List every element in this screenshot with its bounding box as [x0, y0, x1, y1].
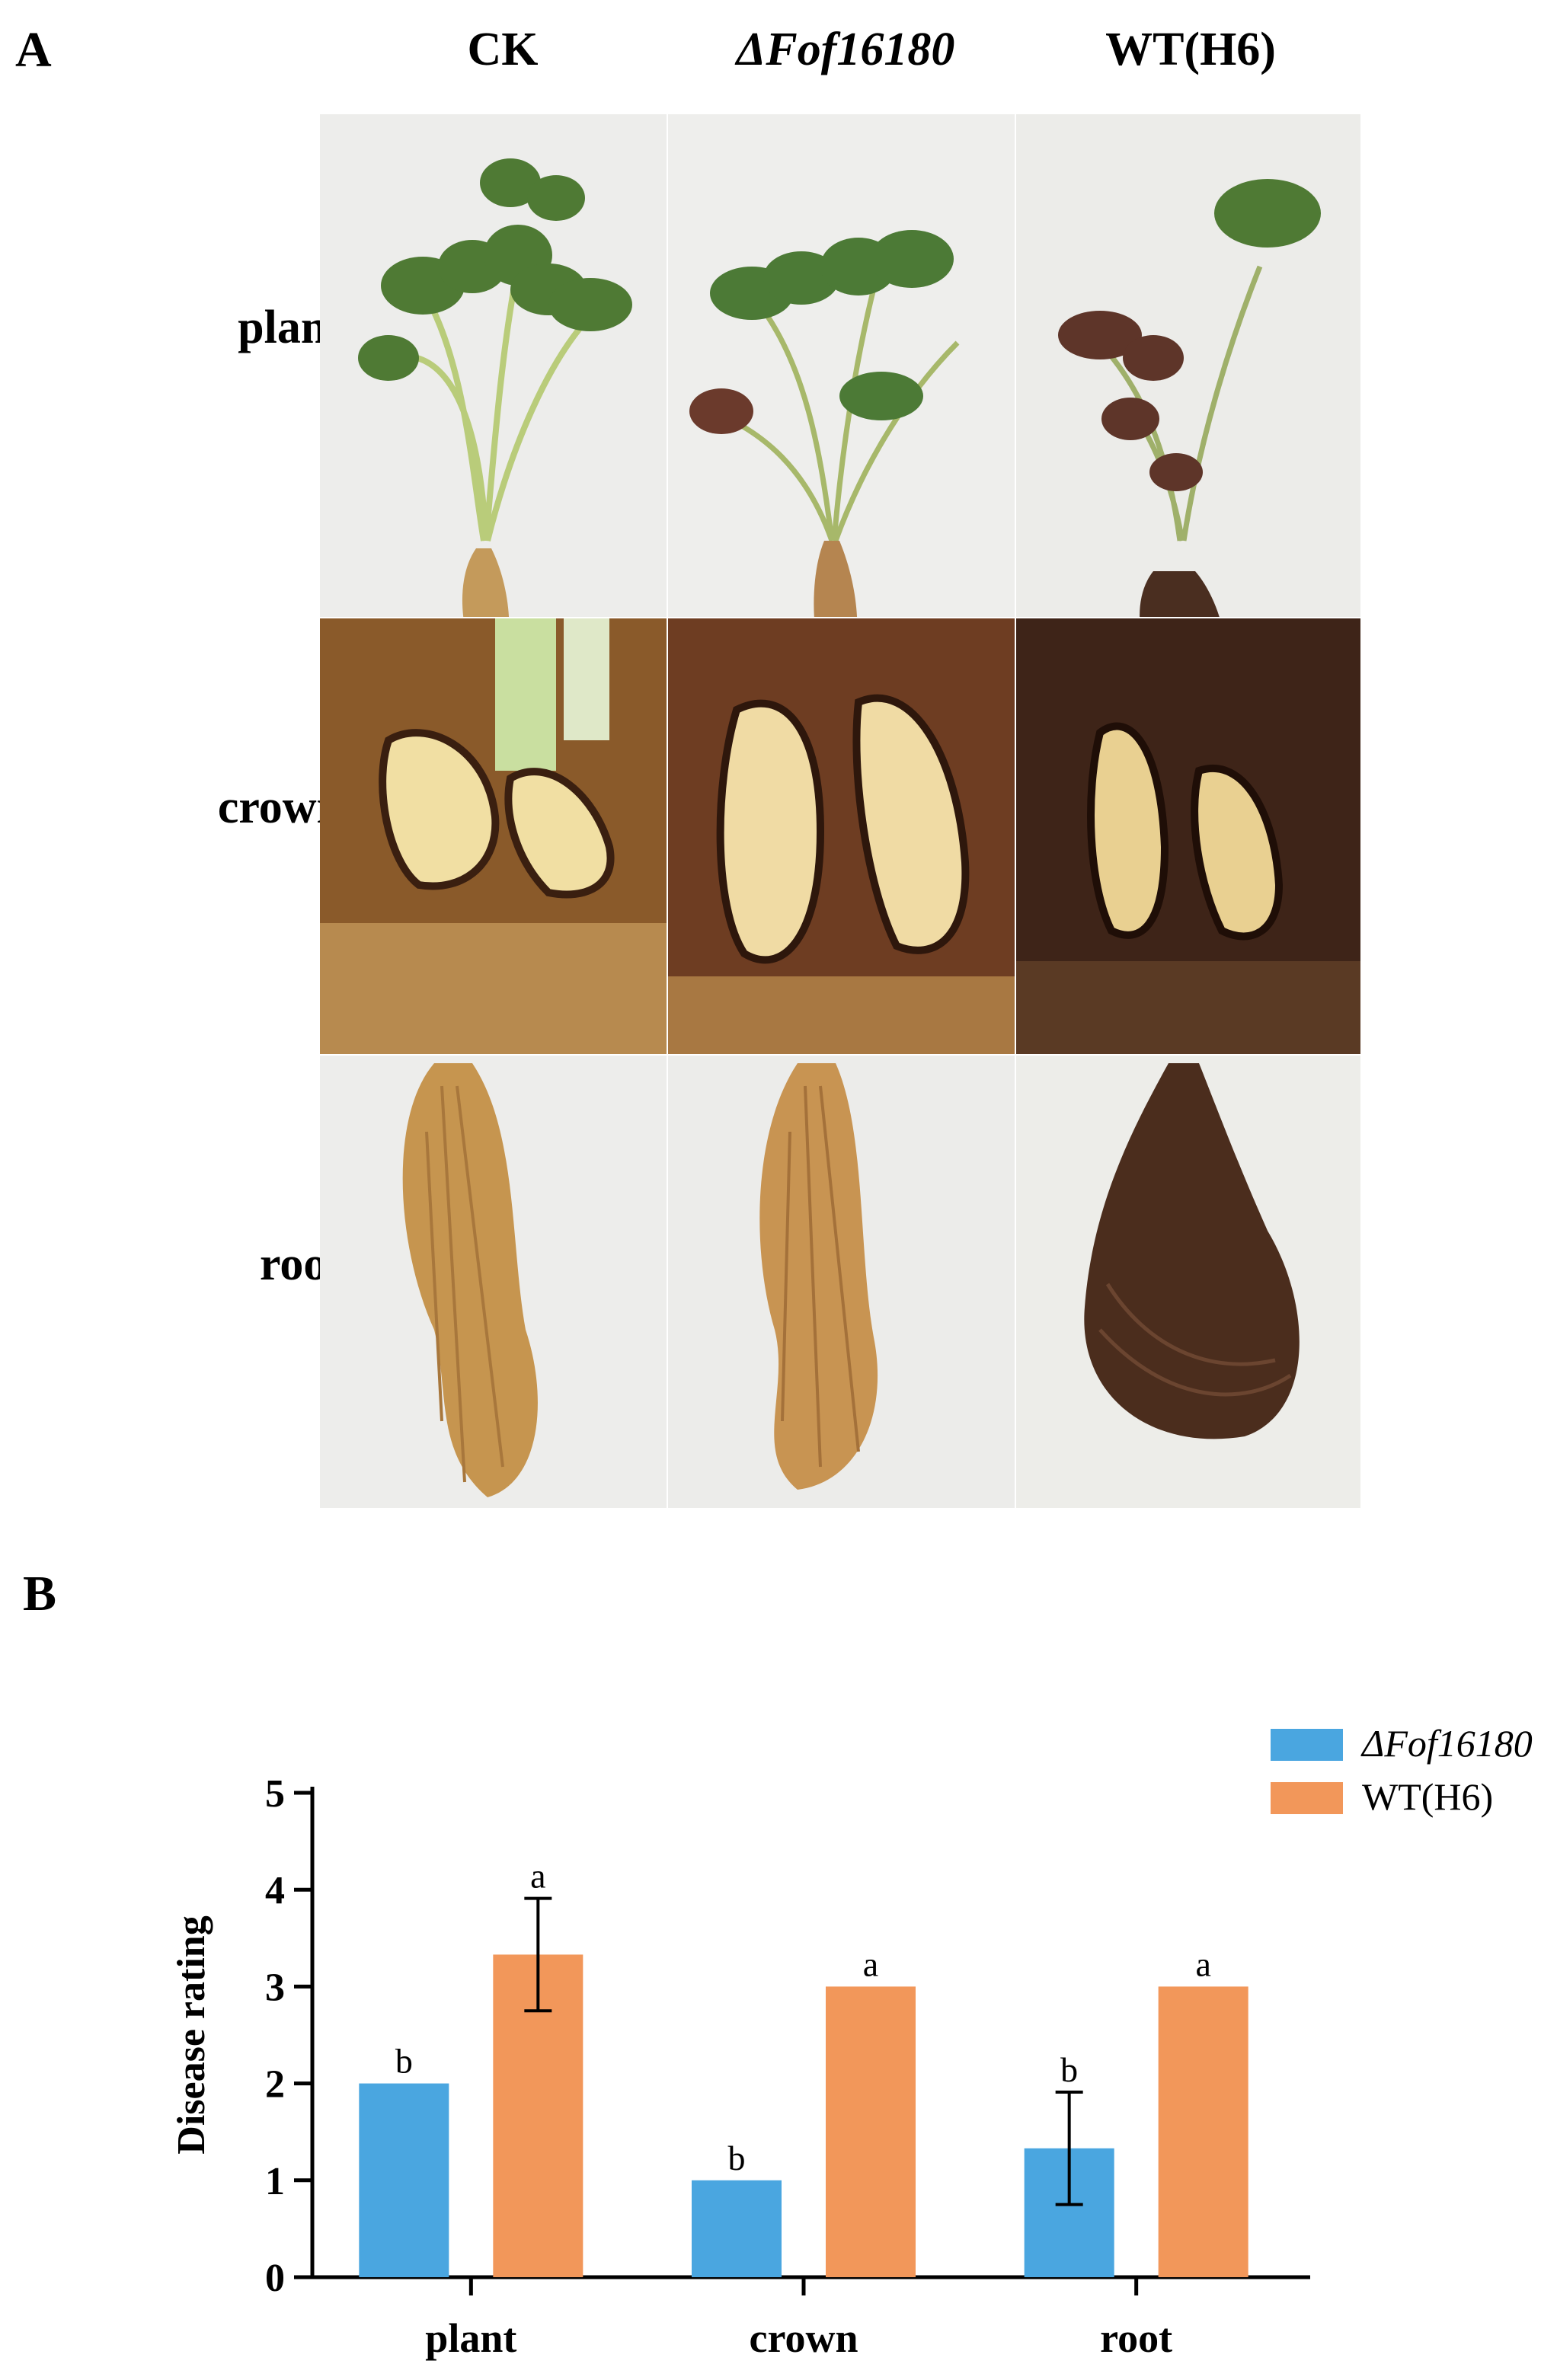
- photo-mutant-plant: [668, 114, 1015, 617]
- row-label-plant: plant: [238, 302, 343, 353]
- y-tick-label: 3: [265, 1966, 285, 2009]
- x-tick-label: root: [1100, 2315, 1172, 2361]
- row-label-crown: crown: [217, 781, 343, 833]
- legend-label: WT(H6): [1362, 1775, 1493, 1818]
- significance-letter: a: [1195, 1944, 1210, 1983]
- panel-letter-a: A: [15, 22, 52, 78]
- disease-rating-chart: 0 1 2 3 4 5 Disease rating plant b a crown b a root b a…: [170, 1722, 1533, 2361]
- photo-mutant-root: [668, 1056, 1015, 1508]
- x-tick-label: crown: [750, 2315, 858, 2361]
- column-header-mutant: ΔFof16180: [736, 24, 955, 75]
- photo-wild-type-crown: [1016, 618, 1360, 1054]
- y-tick-label: 4: [265, 1869, 285, 1912]
- column-header-wild-type: WT(H6): [1105, 24, 1276, 75]
- significance-letter: a: [863, 1944, 878, 1983]
- bar: [826, 1986, 916, 2277]
- photo-grid: [320, 114, 1360, 1508]
- x-tick-label: plant: [425, 2315, 516, 2361]
- panel-letter-b: B: [23, 1566, 57, 1621]
- y-tick-label: 5: [265, 1772, 285, 1816]
- y-tick-label: 0: [265, 2257, 285, 2300]
- photo-mutant-crown: [668, 618, 1015, 1054]
- column-header-ck: CK: [467, 24, 539, 75]
- bar: [692, 2180, 782, 2277]
- bar: [359, 2083, 449, 2277]
- photo-wild-type-root: [1016, 1056, 1360, 1508]
- bar: [1158, 1986, 1248, 2277]
- legend-swatch: [1271, 1782, 1343, 1814]
- photo-ck-plant: [320, 114, 667, 617]
- y-axis-label: Disease rating: [170, 1915, 213, 2154]
- legend-label: ΔFof16180: [1360, 1722, 1533, 1765]
- row-label-root: root: [259, 1238, 343, 1290]
- significance-letter: b: [1060, 2050, 1078, 2089]
- photo-ck-root: [320, 1056, 667, 1508]
- legend-swatch: [1271, 1729, 1343, 1761]
- plot-area: 0 1 2 3 4 5 Disease rating plant b a crown b a root b a…: [170, 1722, 1533, 2361]
- significance-letter: a: [530, 1857, 545, 1896]
- y-tick-label: 2: [265, 2063, 285, 2107]
- significance-letter: b: [395, 2042, 413, 2081]
- photo-ck-crown: [320, 618, 667, 1054]
- significance-letter: b: [728, 2139, 746, 2177]
- photo-wild-type-plant: [1016, 114, 1360, 617]
- y-tick-label: 1: [265, 2160, 285, 2203]
